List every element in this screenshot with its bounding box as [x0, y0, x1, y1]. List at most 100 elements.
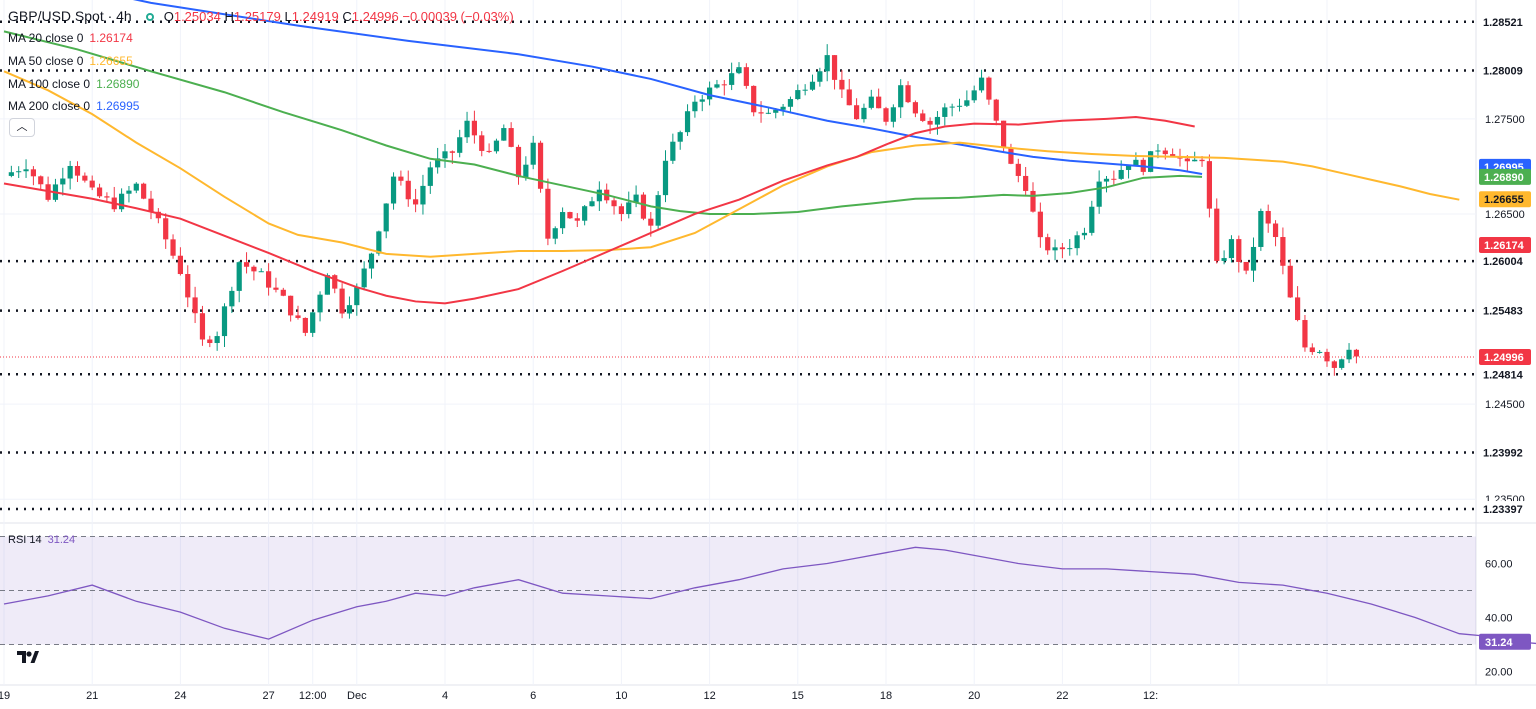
ma20-legend[interactable]: MA 20 close 0 1.26174	[8, 31, 133, 45]
candle-body	[670, 141, 676, 161]
candle-body	[1074, 235, 1080, 249]
candle-body	[1258, 210, 1264, 247]
symbol-title[interactable]: GBP/USD Spot · 4h	[8, 8, 132, 24]
rsi-tick-label: 60.00	[1485, 559, 1513, 571]
candle-body	[1184, 158, 1190, 162]
candle-body	[964, 100, 970, 106]
candle-body	[927, 120, 933, 125]
candle-body	[1030, 190, 1036, 212]
price-tick-label: 1.26500	[1485, 209, 1525, 221]
candle-body	[1103, 178, 1110, 182]
candle-body	[207, 339, 213, 344]
candle-body	[273, 287, 279, 290]
ma-line	[3, 70, 1460, 258]
candle-body	[82, 175, 88, 181]
candle-body	[214, 336, 220, 344]
candle-body	[1111, 178, 1117, 180]
time-tick-label: Dec	[347, 690, 367, 702]
ma-tag-label: 1.26890	[1484, 172, 1524, 184]
ma-tag	[1479, 168, 1531, 185]
level-tag	[1479, 62, 1531, 79]
candle-body	[537, 142, 544, 189]
candle-body	[60, 178, 66, 185]
candle-body	[1206, 161, 1212, 209]
ma100-value: 1.26890	[96, 77, 140, 91]
candle-body	[824, 55, 830, 72]
candle-body	[427, 167, 433, 186]
candle-body	[324, 275, 330, 295]
last-price-tag	[1479, 348, 1531, 365]
candle-body	[567, 212, 573, 219]
level-tag-label: 1.23397	[1483, 504, 1523, 516]
ma200-legend[interactable]: MA 200 close 0 1.26995	[8, 99, 139, 113]
candle-body	[773, 109, 779, 113]
ma20-value: 1.26174	[89, 31, 133, 45]
time-tick-label: 6	[530, 690, 536, 702]
close-label: C	[342, 9, 352, 24]
level-tag-label: 1.28009	[1483, 65, 1523, 77]
ma50-legend[interactable]: MA 50 close 0 1.26655	[8, 54, 133, 68]
candle-body	[332, 275, 338, 289]
candle-body	[817, 71, 823, 82]
candle-body	[1214, 208, 1220, 261]
market-status-icon[interactable]	[145, 13, 154, 21]
candle-body	[1133, 159, 1139, 166]
candle-body	[589, 201, 595, 207]
candle-body	[560, 212, 566, 229]
candle-body	[780, 106, 786, 110]
candle-body	[155, 211, 161, 219]
time-tick-label: 20	[968, 690, 980, 702]
candle-body	[442, 151, 448, 159]
rsi-tick-label: 40.00	[1485, 613, 1513, 625]
ma200-label: MA 200 close 0	[8, 99, 91, 113]
rsi-last-label: 31.24	[1485, 637, 1513, 649]
level-tag	[1479, 302, 1531, 319]
candle-body	[346, 305, 353, 314]
time-tick-label: 4	[442, 690, 448, 702]
rsi-legend[interactable]: RSI 14 31.24	[8, 533, 75, 547]
candle-body	[802, 89, 808, 91]
rsi-value: 31.24	[47, 534, 76, 546]
candle-body	[1317, 351, 1323, 353]
candle-body	[302, 317, 308, 333]
candle-body	[471, 120, 477, 136]
candle-body	[457, 137, 463, 153]
candle-body	[596, 189, 602, 202]
candle-body	[1037, 211, 1043, 238]
candle-body	[1045, 237, 1051, 251]
candle-body	[574, 218, 580, 221]
candle-body	[692, 101, 698, 112]
price-tick-label: 1.24500	[1485, 399, 1525, 411]
candle-body	[1059, 247, 1065, 250]
candle-body	[868, 96, 874, 108]
tradingview-logo-icon[interactable]	[16, 648, 40, 666]
candle-body	[1118, 169, 1124, 179]
candle-body	[266, 271, 272, 288]
close-value: 1.24996	[351, 9, 399, 24]
candle-body	[280, 289, 286, 296]
candle-body	[339, 288, 345, 314]
candle-body	[177, 255, 183, 275]
candle-body	[16, 171, 22, 173]
candle-body	[1199, 159, 1205, 162]
candle-body	[361, 268, 367, 288]
candle-body	[420, 185, 426, 205]
candle-body	[721, 84, 727, 86]
candle-body	[1353, 349, 1359, 357]
rsi-label: RSI 14	[8, 534, 42, 546]
candle-body	[751, 85, 757, 113]
candle-body	[8, 172, 14, 176]
rsi-tick-label: 20.00	[1485, 667, 1513, 679]
candle-body	[986, 77, 992, 100]
candle-body	[582, 206, 588, 221]
candle-body	[1089, 206, 1095, 233]
low-value: 1.24919	[291, 9, 339, 24]
candle-body	[854, 105, 860, 120]
chevron-up-icon[interactable]: ︿	[9, 118, 35, 137]
candle-body	[493, 140, 500, 152]
time-tick-label: 24	[174, 690, 186, 702]
ma100-legend[interactable]: MA 100 close 0 1.26890	[8, 77, 139, 91]
candle-body	[905, 85, 911, 103]
candle-body	[185, 274, 191, 298]
